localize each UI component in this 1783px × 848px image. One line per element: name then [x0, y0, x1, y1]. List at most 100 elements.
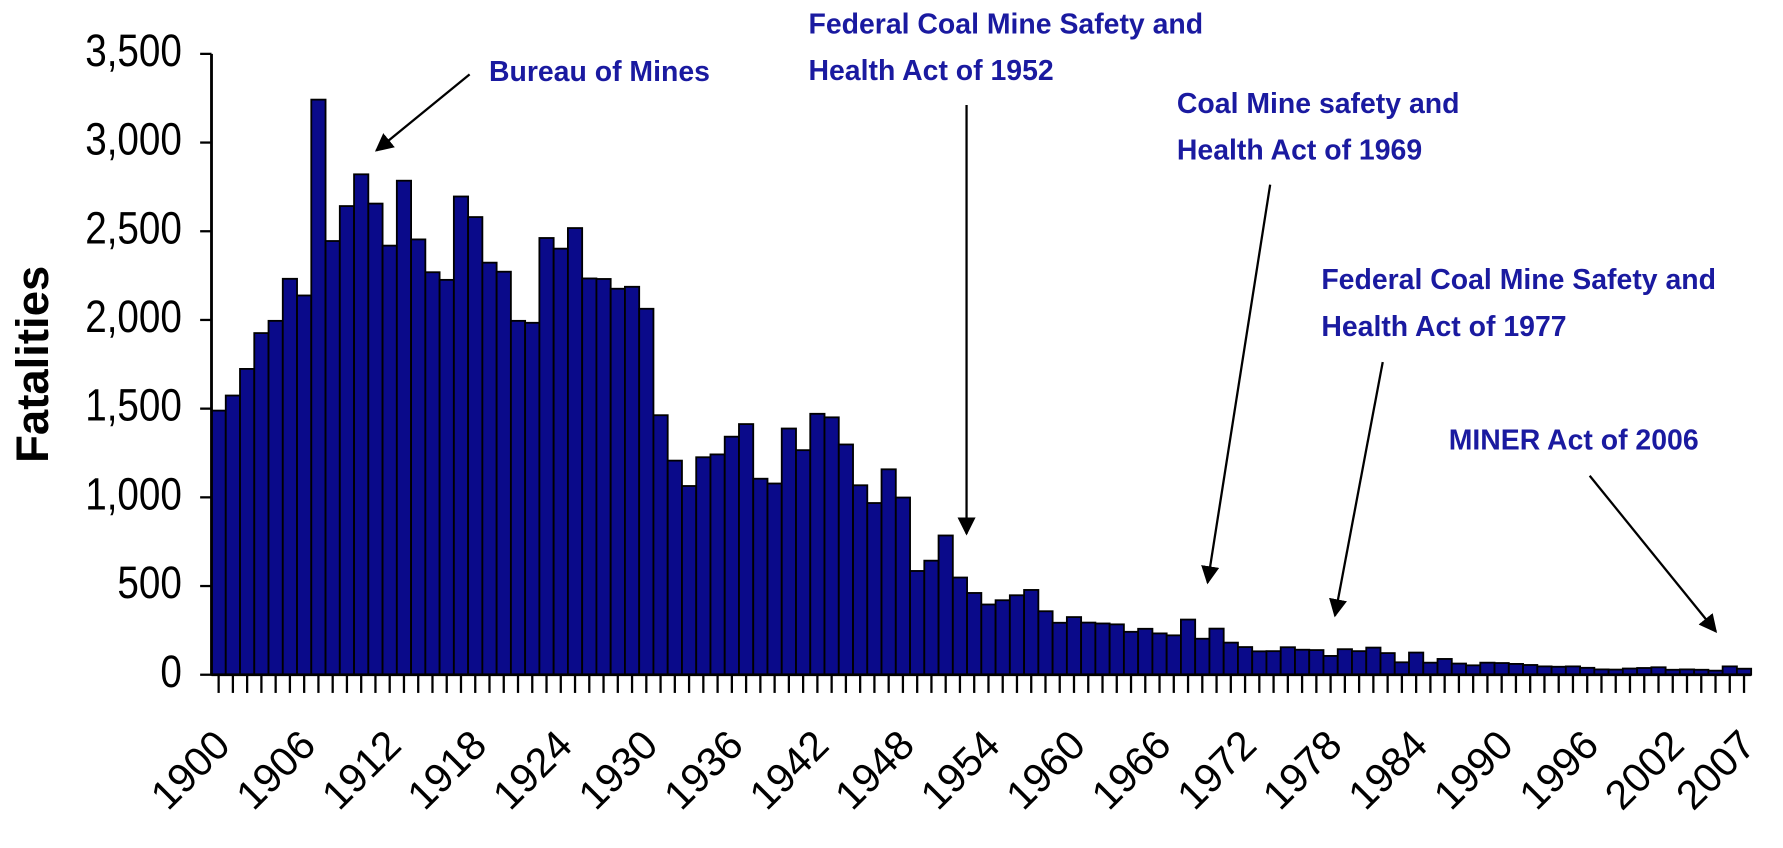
bar	[1094, 622, 1111, 676]
bar	[1522, 664, 1539, 676]
x-tick-label: 2007	[1667, 721, 1764, 818]
bar	[296, 294, 313, 676]
bar	[566, 227, 584, 676]
bar	[909, 570, 926, 676]
annotation-line: MINER Act of 2006	[1449, 425, 1699, 457]
bar	[1479, 661, 1496, 676]
y-tick-label: 3,000	[85, 114, 182, 165]
bar	[638, 307, 655, 676]
bar	[1322, 655, 1339, 676]
bar	[738, 423, 755, 676]
bar	[481, 261, 498, 676]
bar	[652, 414, 669, 676]
x-tick-label: 1912	[313, 721, 410, 818]
bar	[424, 271, 441, 676]
bar	[353, 173, 370, 676]
bar	[324, 240, 341, 676]
bar	[239, 368, 256, 676]
annotation: Bureau of Mines	[489, 56, 710, 88]
x-tick-label: 2002	[1596, 721, 1693, 818]
bar	[1023, 589, 1040, 676]
bar	[495, 270, 512, 676]
x-tick-label: 1918	[398, 721, 495, 818]
x-tick-label: 1966	[1083, 721, 1180, 818]
bar	[267, 319, 284, 676]
bar	[709, 453, 726, 676]
x-tick-label: 1936	[655, 721, 752, 818]
bar	[538, 237, 555, 676]
y-tick-label: 3,500	[85, 25, 182, 76]
bar	[1251, 650, 1268, 676]
bar	[723, 435, 740, 676]
bar	[766, 482, 783, 676]
bar	[994, 599, 1011, 676]
bar	[1379, 652, 1396, 676]
bar	[752, 477, 769, 676]
bar	[1080, 621, 1097, 676]
bar	[595, 278, 612, 676]
bar	[310, 98, 327, 676]
bar	[852, 484, 869, 676]
bar	[1208, 627, 1225, 676]
x-tick-label: 1972	[1168, 721, 1265, 818]
bar	[338, 205, 355, 676]
bar	[410, 238, 427, 676]
bar	[966, 592, 983, 676]
annotation: Coal Mine safety and Health Act of 1969	[1177, 88, 1460, 167]
bar	[937, 534, 954, 676]
bar	[1194, 637, 1211, 676]
y-tick-label: 0	[160, 646, 182, 697]
bar	[866, 502, 883, 676]
bar	[1351, 650, 1368, 676]
bar	[795, 449, 812, 676]
bar	[1065, 616, 1083, 676]
bar	[581, 277, 598, 676]
bar	[1408, 651, 1425, 676]
x-tick-label: 1978	[1254, 721, 1351, 818]
x-tick-label: 1930	[569, 721, 666, 818]
bar	[1165, 634, 1182, 676]
annotation-line: Health Act of 1977	[1321, 311, 1566, 343]
annotation-line: Coal Mine safety and	[1177, 88, 1460, 120]
bar	[880, 468, 897, 676]
bar	[552, 247, 569, 676]
y-axis-label: Fatalities	[7, 266, 58, 463]
x-tick-label: 1942	[740, 721, 837, 818]
y-tick-label: 1,000	[85, 468, 182, 519]
bar	[253, 332, 270, 676]
x-tick-label: 1906	[227, 721, 324, 818]
annotation-line: Bureau of Mines	[489, 56, 710, 88]
annotation: MINER Act of 2006	[1449, 425, 1699, 457]
x-tick-label: 1984	[1339, 721, 1436, 818]
arrow	[1201, 184, 1272, 585]
bar	[666, 459, 683, 676]
bar	[780, 427, 797, 676]
x-tick-label: 1960	[997, 721, 1094, 818]
x-tick-label: 1900	[142, 721, 239, 818]
bar	[1450, 662, 1467, 676]
annotation-line: Federal Coal Mine Safety and	[808, 8, 1203, 40]
bar	[452, 195, 470, 676]
bar	[1151, 632, 1168, 676]
bar	[837, 443, 854, 676]
bar	[381, 244, 398, 676]
bar	[609, 287, 626, 676]
bar	[210, 409, 227, 676]
bar	[1180, 618, 1197, 676]
bar	[1051, 621, 1068, 676]
annotation-line: Federal Coal Mine Safety and	[1321, 264, 1716, 296]
bar	[1308, 649, 1325, 676]
bar	[281, 277, 298, 676]
y-tick-label: 2,500	[85, 202, 182, 253]
bar	[1365, 646, 1382, 676]
arrow	[1588, 475, 1718, 633]
bar	[624, 285, 641, 676]
bar	[823, 416, 840, 676]
bar	[894, 496, 911, 676]
annotation: Federal Coal Mine Safety and Health Act o…	[1321, 264, 1716, 343]
bar	[923, 559, 940, 676]
bar	[695, 456, 712, 676]
bar	[1137, 627, 1154, 676]
bar	[809, 412, 826, 676]
